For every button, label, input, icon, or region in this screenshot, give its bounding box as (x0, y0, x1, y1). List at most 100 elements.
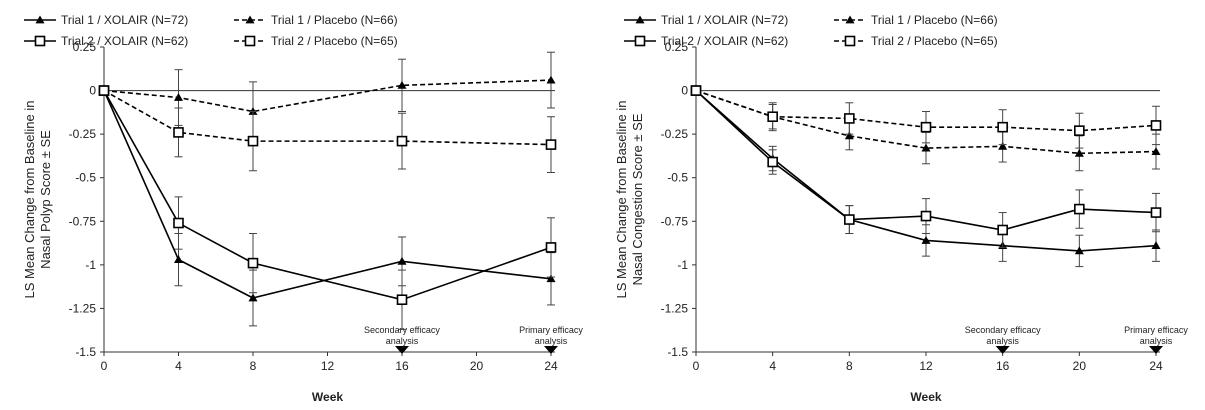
series-4-point (98, 85, 110, 96)
legend-entry-3: Trial 2 / XOLAIR (N=62) (24, 34, 188, 48)
series-4-point (247, 135, 259, 147)
annotation-arrow-icon (1149, 346, 1163, 354)
annotation-line-2: analysis (986, 336, 1019, 346)
y-tick-label: 0.25 (73, 40, 97, 54)
series-3-point (767, 156, 778, 168)
y-axis-label-line-2: Nasal Polyp Score ± SE (38, 130, 53, 269)
x-axis-label: Week (910, 390, 941, 404)
y-axis-label-line-1: LS Mean Change from Baseline in (22, 100, 37, 298)
y-tick-label: -1.5 (667, 345, 688, 359)
series-4-point (545, 139, 557, 150)
y-tick-label: -1.25 (69, 301, 97, 315)
series-3-point (1074, 203, 1085, 215)
y-tick-label: 0.25 (665, 40, 689, 54)
x-tick-label: 20 (470, 359, 484, 373)
legend-marker (245, 15, 255, 24)
y-axis-label-line-2: Nasal Congestion Score ± SE (630, 113, 645, 285)
legend-label: Trial 1 / Placebo (N=66) (871, 13, 998, 27)
series-2-point (546, 75, 556, 84)
series-3-point (1150, 207, 1162, 218)
x-tick-label: 24 (544, 359, 558, 373)
series-2-point (1151, 147, 1161, 155)
series-2-point (844, 131, 854, 140)
series-1-point (1074, 246, 1084, 255)
y-tick-label: -0.25 (69, 127, 97, 141)
series-3-group (690, 85, 1162, 248)
x-tick-label: 12 (321, 359, 335, 373)
x-tick-label: 16 (395, 359, 409, 373)
x-tick-label: 24 (1149, 359, 1163, 373)
series-4-point (1074, 125, 1085, 136)
series-3-point (997, 224, 1008, 236)
nasal-polyp-score-chart: 0.25 0 -0.25 -0.5 -0.75 -1 -1.25 -1.5 0 4 8 12 16 20 2… (0, 0, 600, 410)
series-2-line (103, 79, 552, 113)
series-2-point (921, 143, 931, 152)
y-tick-label: -0.75 (69, 214, 97, 228)
nasal-polyp-score-svg: 0.25 0 -0.25 -0.5 -0.75 -1 -1.25 -1.5 0 4 8 12 16 20 2… (22, 13, 583, 404)
legend-entry-2: Trial 1 / Placebo (N=66) (834, 13, 998, 27)
annotation-line-1: Secondary efficacy (965, 325, 1041, 335)
legend-marker (635, 15, 645, 24)
series-3-line (103, 90, 552, 301)
series-3-point (396, 294, 408, 306)
series-2-point (397, 80, 407, 89)
legend-entry-2: Trial 1 / Placebo (N=66) (234, 13, 398, 27)
legend-label: Trial 2 / Placebo (N=65) (271, 34, 398, 48)
legend-marker (35, 15, 45, 24)
series-2-point (174, 93, 183, 101)
series-1-point (248, 293, 258, 302)
legend-entry-1: Trial 1 / XOLAIR (N=72) (24, 13, 188, 27)
series-3-point (844, 214, 855, 225)
legend-label: Trial 1 / XOLAIR (N=72) (661, 13, 788, 27)
series-1-point (174, 255, 183, 264)
nasal-congestion-score-svg: 0.25 0 -0.25 -0.5 -0.75 -1 -1.25 -1.5 0 4 8 12 16 20 2… (614, 13, 1188, 404)
series-1-point (1151, 241, 1161, 250)
nasal-congestion-score-chart: 0.25 0 -0.25 -0.5 -0.75 -1 -1.25 -1.5 0 4 8 12 16 20 2… (600, 0, 1205, 410)
x-tick-label: 12 (919, 359, 933, 373)
y-tick-label: -1.5 (75, 345, 96, 359)
series-3-point (920, 210, 932, 222)
series-4-group (690, 85, 1162, 149)
series-1-point (546, 274, 556, 283)
y-tick-label: 0 (681, 84, 688, 98)
annotation-arrow-icon (395, 346, 409, 354)
x-tick-label: 4 (769, 359, 776, 373)
y-tick-label: -0.25 (661, 127, 689, 141)
series-4-point (690, 85, 702, 96)
y-tick-label: -1 (677, 258, 688, 272)
series-2-point (1074, 148, 1084, 157)
series-1-group (99, 86, 556, 327)
x-tick-label: 8 (250, 359, 257, 373)
y-tick-label: -0.5 (667, 171, 688, 185)
legend-marker (844, 35, 856, 47)
series-4-point (1150, 120, 1162, 131)
y-tick-label: -1.25 (661, 301, 689, 315)
legend-label: Trial 2 / XOLAIR (N=62) (661, 34, 788, 48)
annotation-arrow-icon (995, 346, 1010, 354)
legend-label: Trial 2 / Placebo (N=65) (871, 34, 998, 48)
legend-label: Trial 1 / Placebo (N=66) (271, 13, 398, 27)
annotation-line-2: analysis (1140, 336, 1173, 346)
x-tick-label: 20 (1073, 359, 1087, 373)
series-3-point (545, 242, 557, 253)
legend-entry-3: Trial 2 / XOLAIR (N=62) (624, 34, 788, 48)
series-1-point (921, 235, 931, 244)
legend-marker (634, 35, 646, 47)
series-3-group (98, 85, 557, 330)
legend-entry-4: Trial 2 / Placebo (N=65) (234, 34, 398, 48)
series-4-point (997, 121, 1008, 133)
x-tick-label: 4 (175, 359, 182, 373)
series-3-point (173, 217, 184, 229)
series-1-point (397, 256, 407, 265)
legend-marker (244, 35, 256, 47)
series-2-point (998, 141, 1008, 150)
series-4-point (844, 113, 855, 124)
series-4-point (173, 127, 184, 138)
x-axis-label: Week (312, 390, 343, 404)
y-tick-label: -1 (85, 258, 96, 272)
x-tick-label: 0 (101, 359, 108, 373)
